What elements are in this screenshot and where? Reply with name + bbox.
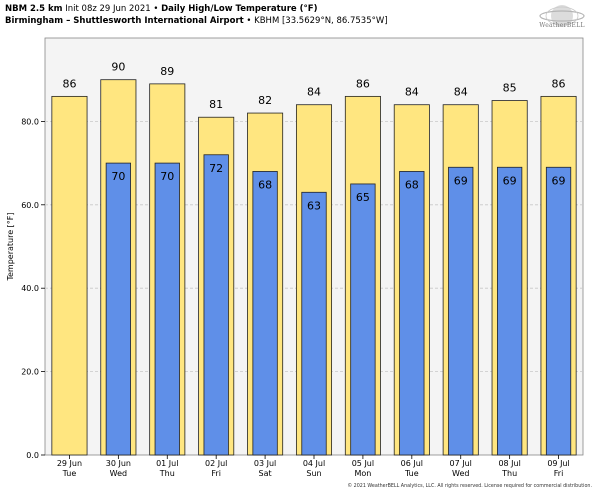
separator: • <box>246 16 252 26</box>
y-tick-label: 60.0 <box>21 201 39 210</box>
low-temp-label: 70 <box>160 170 174 183</box>
low-temp-label: 69 <box>552 174 566 187</box>
low-temp-bar <box>545 166 572 456</box>
y-axis-label: Temperature [°F] <box>6 212 15 281</box>
x-tick-day: Tue <box>404 469 419 478</box>
low-temp-bar <box>448 166 474 456</box>
high-temp-label: 81 <box>209 98 223 111</box>
x-tick-day: Tue <box>62 469 77 478</box>
chart-header: NBM 2.5 km Init 08z 29 Jun 2021 • Daily … <box>5 3 525 27</box>
copyright-notice: © 2021 WeatherBELL Analytics, LLC. All r… <box>347 484 592 489</box>
low-temp-label: 65 <box>356 191 370 204</box>
x-tick-date: 05 Jul <box>352 459 374 468</box>
x-tick-date: 03 Jul <box>254 459 276 468</box>
x-tick-date: 01 Jul <box>156 459 178 468</box>
logo-graphic <box>539 5 585 27</box>
y-tick-label: 80.0 <box>21 117 39 126</box>
x-tick-day: Wed <box>452 469 469 478</box>
x-tick-day: Thu <box>159 469 175 478</box>
y-axis: 0.0 20.0 40.0 60.0 80.0 <box>21 117 45 460</box>
low-temp-label: 68 <box>405 178 419 191</box>
low-temp-label: 69 <box>503 174 517 187</box>
weatherbell-logo-icon: WeatherBELL <box>528 2 596 36</box>
x-tick-date: 09 Jul <box>547 459 569 468</box>
init-time: Init 08z 29 Jun 2021 <box>65 4 151 14</box>
low-temp-label: 68 <box>258 178 272 191</box>
station-name: Birmingham – Shuttlesworth International… <box>5 16 244 26</box>
x-tick-date: 29 Jun <box>57 459 82 468</box>
high-temp-label: 84 <box>454 86 468 99</box>
header-line-2: Birmingham – Shuttlesworth International… <box>5 15 525 27</box>
high-temp-label: 84 <box>307 86 321 99</box>
x-tick-date: 06 Jul <box>401 459 423 468</box>
y-tick-label: 20.0 <box>21 368 39 377</box>
low-temp-bar <box>154 162 180 456</box>
bars: 86 90 70 89 70 81 72 82 68 84 63 86 65 84 68 84 69 85 69 86… <box>51 61 577 456</box>
high-temp-label: 89 <box>160 65 174 78</box>
separator: • <box>153 4 159 14</box>
low-temp-bar <box>105 162 131 456</box>
high-temp-label: 86 <box>356 77 370 90</box>
logo-text: WeatherBELL <box>539 22 585 29</box>
station-info: KBHM [33.5629°N, 86.7535°W] <box>254 16 388 26</box>
x-tick-date: 07 Jul <box>450 459 472 468</box>
low-temp-label: 69 <box>454 174 468 187</box>
x-tick-date: 02 Jul <box>205 459 227 468</box>
y-tick-label: 40.0 <box>21 284 39 293</box>
low-temp-label: 63 <box>307 199 321 212</box>
low-temp-bar <box>301 191 327 456</box>
high-temp-label: 84 <box>405 86 419 99</box>
low-temp-bar <box>252 171 278 456</box>
x-tick-day: Fri <box>211 469 221 478</box>
y-tick-label: 0.0 <box>26 451 39 460</box>
x-tick-day: Thu <box>501 469 517 478</box>
x-tick-day: Mon <box>354 469 371 478</box>
high-temp-label: 82 <box>258 94 272 107</box>
x-tick-day: Wed <box>110 469 127 478</box>
model-name: NBM 2.5 km <box>5 4 63 14</box>
high-temp-label: 86 <box>552 77 566 90</box>
header-line-1: NBM 2.5 km Init 08z 29 Jun 2021 • Daily … <box>5 3 525 15</box>
product-title: Daily High/Low Temperature (°F) <box>161 4 318 14</box>
high-temp-bar <box>51 95 88 456</box>
low-temp-bar <box>497 166 523 456</box>
x-tick-date: 08 Jul <box>498 459 520 468</box>
low-temp-bar <box>350 183 376 456</box>
low-temp-bar <box>399 171 425 456</box>
low-temp-label: 70 <box>111 170 125 183</box>
low-temp-bar <box>203 154 229 456</box>
x-tick-day: Sun <box>306 469 321 478</box>
high-temp-label: 86 <box>62 77 76 90</box>
x-tick-date: 30 Jun <box>106 459 131 468</box>
x-tick-date: 04 Jul <box>303 459 325 468</box>
x-tick-day: Fri <box>554 469 564 478</box>
low-temp-label: 72 <box>209 162 223 175</box>
x-tick-day: Sat <box>259 469 272 478</box>
high-temp-label: 85 <box>503 82 517 95</box>
high-temp-label: 90 <box>111 61 125 74</box>
